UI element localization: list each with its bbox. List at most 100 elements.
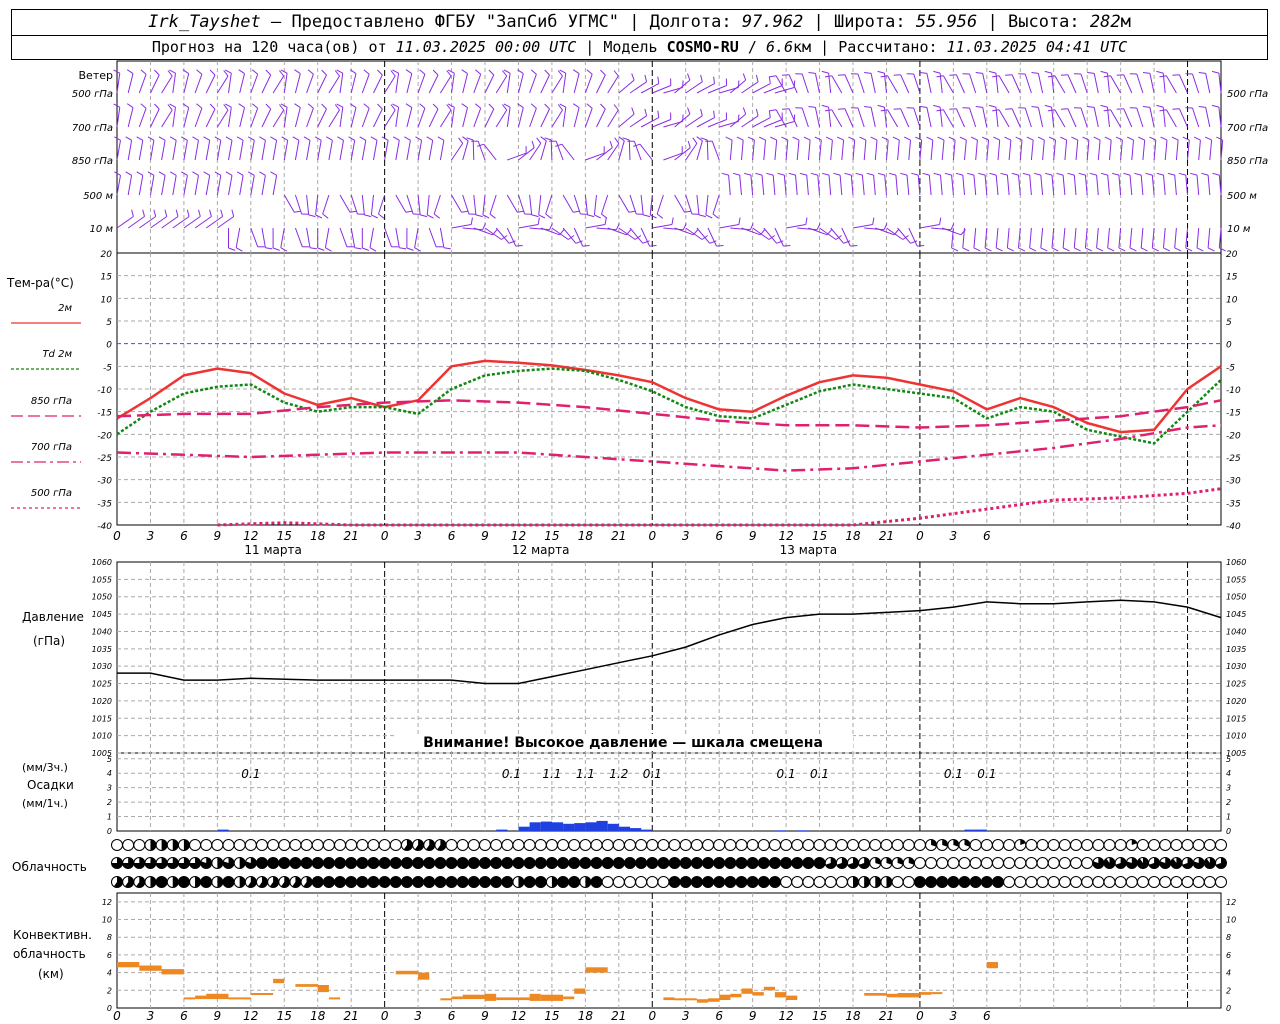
wind-barb-flag [747,136,755,141]
wind-barb-flag [247,171,255,176]
conv-cloud-bar [462,994,485,1000]
wind-barb-flag [799,172,807,176]
temp-ytick-right: -15 [1226,409,1241,419]
wind-barb-flag [502,104,508,111]
wind-barb-flag [359,136,367,141]
temp-ytick-left: -20 [97,431,112,441]
wind-barb-flag [782,108,790,110]
wind-barb [506,194,518,213]
wind-barb [857,73,865,94]
wind-barb-flag [1211,104,1220,108]
wind-barb [1140,175,1144,196]
wind-barb [473,194,477,215]
cloud-symbol-fill [947,876,959,888]
wind-barb-flag [294,210,302,213]
wind-barb [306,74,314,94]
cloud-symbol [713,839,726,851]
wind-barb-flag [371,214,378,219]
cloud-symbol [635,839,648,851]
wind-barb-flag [657,110,660,118]
wind-barb-flag [406,247,414,251]
wind-barb-flag [1015,136,1023,141]
cloud-symbol-fill [925,876,937,888]
wind-barb [831,75,843,94]
wind-barb [161,75,173,94]
cloud-symbol-fill [111,857,123,869]
cloud-symbol-fill [423,857,435,869]
wind-barb-flag [643,214,651,218]
cloud-symbol [623,839,636,851]
wind-barb [900,108,910,128]
wind-barb [239,175,244,196]
pressure-warning: Внимание! Высокое давление — шкала смеще… [423,735,823,751]
wind-barb [395,227,400,248]
wind-barb-flag [1142,72,1150,74]
wind-barb-flag [198,209,201,217]
wind-barb [674,147,691,161]
cloud-symbol-fill [172,876,179,888]
x-tick-label-bottom: 15 [812,1009,827,1023]
wind-barb [283,194,295,213]
cloud-symbol [523,839,536,851]
cloud-symbol-fill [122,857,134,869]
x-tick-label-bottom: 6 [715,1009,723,1023]
wind-barb-flag [649,214,657,219]
wind-barb [772,175,776,196]
wind-barb-flag [1062,247,1070,252]
wind-barb-flag [209,209,212,217]
wind-barb-flag [381,136,389,141]
wind-barb [696,117,715,128]
wind-barb-flag [363,69,370,75]
cloud-symbol-fill [669,876,681,888]
cloud-symbol [534,839,547,851]
cloud-symbol-fill [113,876,123,888]
wind-barb [384,109,396,128]
temp-legend-label: Td 2м [42,349,72,360]
wind-barb [596,227,617,231]
x-tick-label-bottom: 3 [414,1009,422,1023]
wind-barb [875,227,895,236]
wind-barb [1011,108,1021,128]
temp-ytick-left: 15 [101,273,113,283]
conv-ytick-right: 0 [1226,1004,1231,1013]
wind-barb [841,227,851,247]
x-tick-label-bottom: 18 [310,1009,326,1023]
wind-barb-flag [125,136,132,141]
wind-barb-flag [169,69,176,74]
cloud-symbol-fill [167,857,179,869]
wind-barb [1051,227,1055,248]
wind-barb [529,194,533,215]
cloud-symbol [735,839,748,851]
wind-barb-flag [370,136,378,141]
pres-ytick-left: 1030 [92,662,112,671]
wind-barb-flag [984,247,992,252]
wind-barb-flag [390,104,396,111]
cloud-symbol [1125,876,1138,888]
wind-barb [127,216,145,229]
wind-barb-flag [919,106,927,108]
wind-barb-flag [404,136,411,141]
wind-barb [618,140,625,161]
wind-barb-flag [309,247,317,250]
calc-time: 11.03.2025 04:41 UTC [946,38,1128,56]
temp-ytick-right: 0 [1226,341,1232,351]
wind-barb [1149,73,1155,94]
wind-barb-flag [671,217,674,225]
precip-bar [518,826,530,831]
wind-barb-flag [1204,136,1212,141]
x-tick-label: 15 [812,529,827,543]
wind-barb-flag [805,217,808,225]
wind-barb-flag [1022,172,1030,176]
cloud-symbol [902,876,915,888]
wind-barb [1218,107,1222,128]
wind-barb-flag [482,214,490,219]
wind-barb-flag [777,172,785,176]
wind-barb [428,108,439,128]
wind-barb-flag [181,171,188,176]
wind-barb-flag [446,70,452,77]
cloud-symbol [1092,839,1105,851]
wind-barb [518,107,524,128]
wind-barb [969,73,977,94]
cloud-symbol-fill [412,876,424,888]
conv-cloud-bar [395,970,419,975]
